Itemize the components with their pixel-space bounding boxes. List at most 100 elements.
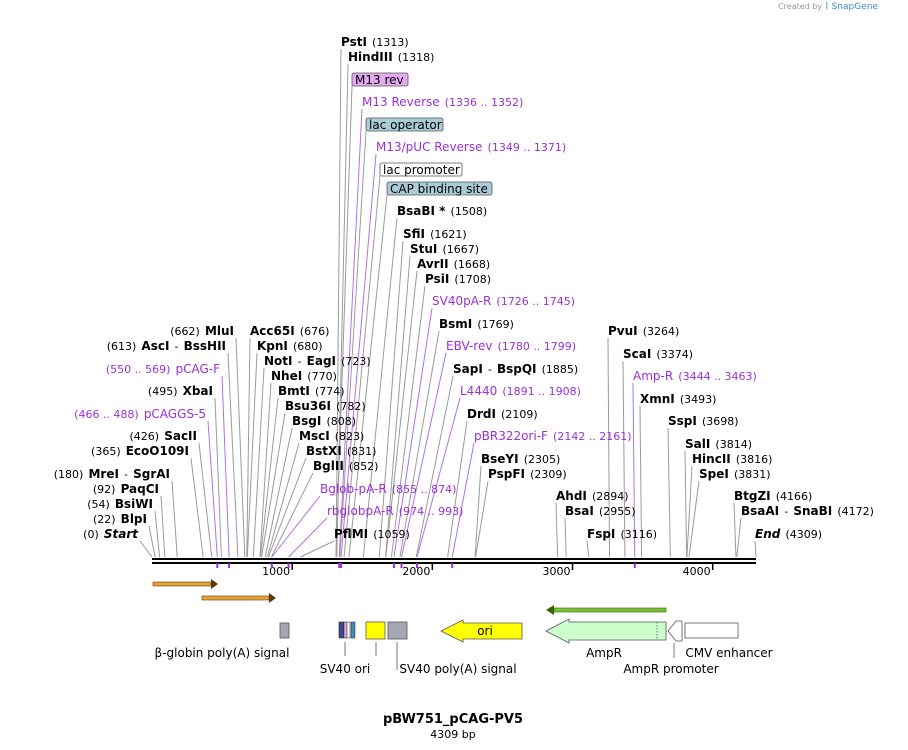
site-kpni: KpnI (680) bbox=[257, 339, 323, 353]
site-position: (3374) bbox=[656, 348, 693, 361]
primer-mark bbox=[340, 563, 343, 568]
site-label: BglII (852) bbox=[313, 455, 378, 474]
site-name: Bsu36I bbox=[285, 399, 331, 413]
site-name: SalI bbox=[685, 437, 710, 451]
feature-track: ori β-globin poly(A) signal SV40 ori SV4… bbox=[152, 579, 773, 676]
site-label: SspI (3698) bbox=[668, 410, 739, 429]
site-label: BsmI (1769) bbox=[439, 313, 514, 332]
site-name-2: SgrAI bbox=[133, 467, 170, 481]
site-name: BsgI bbox=[292, 414, 321, 428]
axis-ticks: 1000 2000 3000 4000 bbox=[262, 562, 714, 578]
site-label: End (4309) bbox=[755, 523, 822, 542]
site-bsu36i: Bsu36I (782) bbox=[285, 399, 366, 413]
primer-mark bbox=[451, 563, 454, 568]
primer-leader bbox=[401, 352, 447, 558]
site-name: KpnI bbox=[257, 339, 288, 353]
primer-pcag-f: (550 .. 569) pCAG-F bbox=[106, 362, 220, 376]
site-position: (823) bbox=[335, 430, 365, 443]
axis-tick-label: 2000 bbox=[402, 565, 430, 578]
site-label: BsaAI - SnaBI (4172) bbox=[741, 500, 874, 519]
primer-l4440: L4440 (1891 .. 1908) bbox=[460, 384, 581, 398]
site-name: MscI bbox=[299, 429, 330, 443]
site-sacii: (426) SacII bbox=[130, 429, 197, 443]
site-leader bbox=[399, 330, 440, 558]
primer-label: Bglob-pA-R (855 .. 874) bbox=[320, 478, 456, 497]
site-label: (92) PaqCI bbox=[93, 478, 159, 497]
site-label: SapI - BspQI (1885) bbox=[453, 358, 578, 377]
site-start: (0) Start bbox=[83, 523, 139, 542]
site-fspi: FspI (3116) bbox=[587, 523, 657, 542]
site-label: BsaBI * (1508) bbox=[397, 200, 487, 219]
primer-ebv-rev: EBV-rev (1780 .. 1799) bbox=[446, 339, 577, 353]
primer-mark bbox=[400, 563, 403, 568]
primer-mark bbox=[338, 563, 341, 568]
site-leader bbox=[415, 375, 454, 558]
site-name: BsaI bbox=[565, 504, 594, 518]
site-position: (2955) bbox=[599, 505, 636, 518]
site-position: (680) bbox=[293, 340, 323, 353]
site-sali: SalI (3814) bbox=[685, 437, 752, 451]
site-label: (0) Start bbox=[83, 523, 139, 542]
primer-name: EBV-rev bbox=[446, 339, 492, 353]
site-label: FspI (3116) bbox=[587, 523, 657, 542]
site-avrii: AvrII (1668) bbox=[417, 257, 490, 271]
site-sspi: SspI (3698) bbox=[668, 410, 739, 429]
site-position: (4166) bbox=[776, 490, 813, 503]
site-leader bbox=[686, 465, 693, 558]
site-bsmi: BsmI (1769) bbox=[439, 313, 514, 332]
site-leader bbox=[385, 255, 411, 558]
site-leader bbox=[688, 480, 700, 558]
feature-tag-cap-binding-site: CAP binding site bbox=[386, 181, 493, 196]
site-name: SspI bbox=[668, 414, 697, 428]
site-separator: - bbox=[488, 363, 492, 376]
site-psii: PsiI (1708) bbox=[425, 272, 491, 286]
site-position: (22) bbox=[93, 513, 116, 526]
site-label: Acc65I (676) bbox=[250, 320, 329, 339]
site-leader bbox=[190, 457, 204, 558]
primer-sv40pa-r: SV40pA-R (1726 .. 1745) bbox=[432, 294, 575, 308]
primer-range: (1780 .. 1799) bbox=[498, 340, 577, 353]
primer-name: rbglobpA-R bbox=[327, 504, 394, 518]
site-name: BsaBI * bbox=[397, 204, 446, 218]
site-leader bbox=[148, 525, 156, 558]
site-label: SfiI (1621) bbox=[403, 223, 467, 242]
credit-brand: SnapGene bbox=[831, 2, 878, 12]
site-position: (2309) bbox=[530, 468, 567, 481]
site-msci: MscI (823) bbox=[299, 429, 365, 443]
site-hindiii: HindIII (1318) bbox=[348, 46, 434, 65]
site-leader bbox=[139, 540, 153, 558]
site-position: (3698) bbox=[702, 415, 739, 428]
primer-range: (974 .. 993) bbox=[399, 505, 464, 518]
site-blpi: (22) BlpI bbox=[93, 512, 147, 526]
site-xbai: (495) XbaI bbox=[148, 380, 213, 399]
primer-bglob-pa-r: Bglob-pA-R (855 .. 874) bbox=[320, 478, 456, 497]
site-name-2: BssHII bbox=[184, 339, 226, 353]
primer-range: (2142 .. 2161) bbox=[553, 430, 632, 443]
site-position: (4172) bbox=[837, 505, 874, 518]
site-name: FspI bbox=[587, 527, 615, 541]
primer-label: pBR322ori-F (2142 .. 2161) bbox=[474, 425, 632, 444]
primer-leader bbox=[632, 382, 636, 558]
feature-label-beta-globin: β-globin poly(A) signal bbox=[155, 646, 290, 660]
site-label: (495) XbaI bbox=[148, 380, 213, 399]
primer-range: (855 .. 874) bbox=[392, 483, 457, 496]
primer-label: M13/pUC Reverse (1349 .. 1371) bbox=[376, 136, 566, 155]
site-name-2: EagI bbox=[307, 354, 336, 368]
primer-mark bbox=[392, 563, 395, 568]
site-asci-bsshii: (613) AscI - BssHII bbox=[107, 339, 226, 353]
feature-tag-box bbox=[386, 181, 493, 196]
site-position: (2109) bbox=[501, 408, 538, 421]
site-name: BstXI bbox=[306, 444, 342, 458]
site-name: AscI bbox=[141, 339, 169, 353]
site-pflmi: PflMI (1059) bbox=[334, 527, 410, 541]
site-name: EcoO109I bbox=[126, 444, 189, 458]
site-sapi-bspqi: SapI - BspQI (1885) bbox=[453, 358, 578, 377]
site-name: BtgZI bbox=[734, 489, 771, 503]
site-name: End bbox=[755, 527, 781, 541]
site-label: BstXI (831) bbox=[306, 440, 376, 459]
site-label: NheI (770) bbox=[271, 365, 337, 384]
site-end: End (4309) bbox=[755, 523, 822, 542]
site-label: HindIII (1318) bbox=[348, 46, 434, 65]
site-position: (782) bbox=[336, 400, 366, 413]
site-leader bbox=[160, 495, 166, 558]
